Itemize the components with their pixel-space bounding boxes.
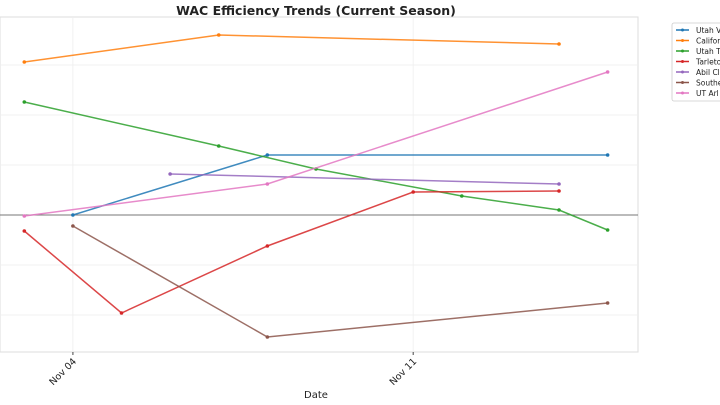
series-califor [22, 33, 561, 64]
series-utah-v [71, 153, 610, 217]
legend-marker [681, 49, 684, 53]
plot-frame [0, 16, 639, 353]
data-point [605, 70, 610, 74]
data-point [557, 42, 561, 46]
legend-marker [681, 39, 684, 42]
legend-label: Southe [696, 79, 720, 88]
legend-item: UT Arl [676, 89, 719, 98]
chart-title: WAC Efficiency Trends (Current Season) [176, 3, 456, 18]
x-tick-label: Nov 04 [47, 356, 79, 388]
data-point [22, 100, 27, 104]
legend-marker [681, 91, 684, 95]
legend-label: Califor [696, 37, 720, 46]
series-line [24, 71, 608, 217]
data-point [119, 311, 124, 315]
legend-item: Utah V [676, 26, 720, 35]
data-point [605, 301, 610, 305]
series-utah-t [22, 100, 610, 232]
legend-item: Abil Cl [676, 68, 720, 77]
x-tick-label: Nov 11 [388, 356, 420, 388]
legend-box [671, 22, 720, 102]
data-point [557, 189, 561, 193]
data-point [168, 172, 172, 176]
series-line [24, 34, 560, 63]
legend-item: Califor [676, 37, 720, 46]
series-tarleto [22, 189, 561, 315]
data-point [265, 153, 270, 157]
legend-label: UT Arl [696, 89, 719, 98]
data-point [22, 60, 27, 64]
data-point [265, 182, 270, 186]
series-line [23, 190, 560, 314]
series-abil-cl [168, 172, 561, 186]
data-point [411, 190, 415, 194]
legend-marker [681, 28, 684, 32]
data-point [459, 194, 464, 198]
legend-label: Utah T [696, 47, 720, 56]
data-point [605, 153, 610, 157]
data-point [265, 335, 270, 339]
legend-marker [681, 70, 684, 74]
series-line [72, 225, 608, 338]
series-line [24, 101, 608, 231]
data-point [71, 213, 75, 217]
data-point [557, 182, 561, 186]
legend-label: Tarleto [695, 58, 720, 67]
data-point [265, 244, 270, 248]
series-southe [71, 224, 610, 339]
data-point [605, 228, 610, 232]
data-point [216, 33, 221, 37]
data-point [71, 224, 75, 228]
x-axis-label: Date [304, 390, 328, 401]
legend-label: Abil Cl [696, 68, 720, 77]
legend-item: Southe [676, 79, 720, 88]
data-point [22, 214, 27, 218]
data-point [22, 229, 27, 233]
series-ut-arl [22, 70, 610, 218]
legend-label: Utah V [696, 26, 720, 35]
series-line [170, 173, 560, 185]
legend-item: Tarleto [676, 58, 720, 67]
data-point [557, 208, 561, 212]
legend-marker [681, 81, 684, 84]
legend-marker [681, 60, 684, 63]
legend-item: Utah T [676, 47, 720, 56]
data-point [216, 144, 221, 148]
